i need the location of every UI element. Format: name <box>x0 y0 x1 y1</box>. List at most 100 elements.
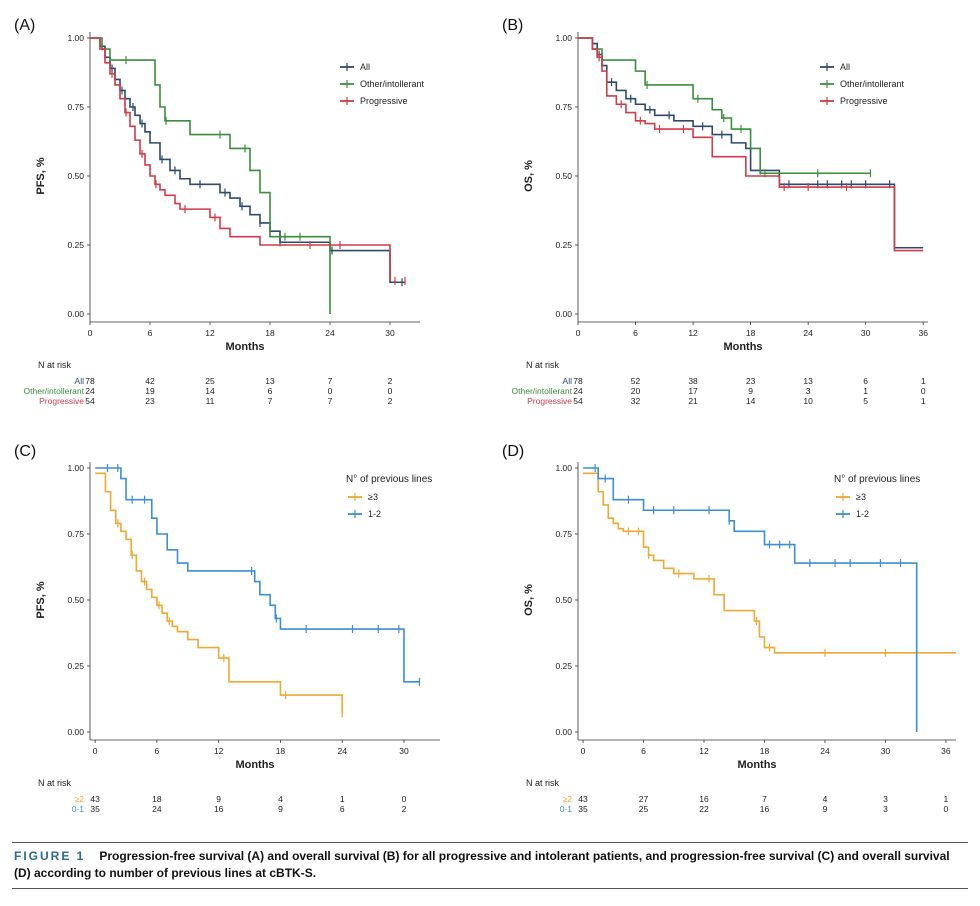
x-tick-label: 30 <box>399 746 409 756</box>
y-axis-label: OS, % <box>523 584 535 616</box>
risk-count: 16 <box>760 804 770 814</box>
x-axis-label: Months <box>235 759 274 771</box>
risk-row-label: ≥2 <box>563 794 573 804</box>
risk-count: 1 <box>340 794 345 804</box>
caption-text: Progression-free survival (A) and overal… <box>14 849 950 880</box>
panel-label: (A) <box>14 17 35 34</box>
risk-count: 7 <box>268 396 273 406</box>
risk-count: 35 <box>90 804 100 814</box>
risk-count: 0 <box>388 386 393 396</box>
series-line-3 <box>90 37 391 281</box>
risk-count: 1 <box>921 396 926 406</box>
risk-count: 9 <box>216 794 221 804</box>
y-tick-label: 0.00 <box>67 727 84 737</box>
risk-count: 7 <box>762 794 767 804</box>
risk-count: 4 <box>278 794 283 804</box>
series-line-1 <box>90 37 405 284</box>
risk-count: 24 <box>85 386 95 396</box>
x-tick-label: 36 <box>941 746 951 756</box>
risk-count: 0 <box>944 804 949 814</box>
legend-entry: 1-2 <box>368 509 381 519</box>
risk-row-label: Other/intollerant <box>24 386 85 396</box>
y-tick-label: 1.00 <box>555 463 572 473</box>
panel-2: (B)0.000.250.500.751.000 6 12 18 24 30 36Month… <box>502 17 928 406</box>
risk-count: 16 <box>699 794 709 804</box>
x-tick-label: 18 <box>265 328 275 338</box>
risk-row-label: Progressive <box>39 396 84 406</box>
risk-count: 78 <box>85 376 95 386</box>
x-tick-label: 30 <box>881 746 891 756</box>
risk-count: 9 <box>748 386 753 396</box>
figure-label: FIGURE 1 <box>14 849 86 863</box>
risk-count: 32 <box>631 396 641 406</box>
x-tick-label: 0 <box>88 328 93 338</box>
risk-count: 0 <box>921 386 926 396</box>
risk-count: 54 <box>85 396 95 406</box>
risk-count: 19 <box>145 386 155 396</box>
risk-count: 7 <box>328 396 333 406</box>
legend-entry: All <box>360 62 370 72</box>
legend-entry: All <box>840 62 850 72</box>
risk-count: 7 <box>328 376 333 386</box>
x-tick-label: 36 <box>918 328 928 338</box>
risk-count: 14 <box>746 396 756 406</box>
y-tick-label: 0.25 <box>67 240 84 250</box>
panel-3: (C)0.000.250.500.751.000 6 12 18 24 30MonthsP… <box>14 443 440 814</box>
risk-count: 9 <box>823 804 828 814</box>
risk-table-title: N at risk <box>38 778 72 788</box>
figure-caption: FIGURE 1 Progression-free survival (A) an… <box>14 848 964 882</box>
legend-entry: Other/intollerant <box>840 79 905 89</box>
risk-count: 42 <box>145 376 155 386</box>
x-tick-label: 24 <box>820 746 830 756</box>
y-axis-label: PFS, % <box>35 157 47 195</box>
risk-count: 18 <box>152 794 162 804</box>
risk-count: 20 <box>631 386 641 396</box>
risk-count: 1 <box>863 386 868 396</box>
x-tick-label: 6 <box>641 746 646 756</box>
x-tick-label: 18 <box>746 328 756 338</box>
risk-count: 5 <box>863 396 868 406</box>
caption-bottom-rule <box>12 888 968 889</box>
series-line-1 <box>583 472 956 654</box>
x-axis-label: Months <box>737 759 776 771</box>
x-tick-label: 0 <box>576 328 581 338</box>
risk-count: 14 <box>205 386 215 396</box>
risk-count: 6 <box>863 376 868 386</box>
legend-entry: Other/intollerant <box>360 79 425 89</box>
risk-count: 27 <box>639 794 649 804</box>
legend-entry: ≥3 <box>856 492 866 502</box>
x-tick-label: 30 <box>385 328 395 338</box>
risk-table-title: N at risk <box>38 360 72 370</box>
panel-label: (D) <box>502 443 524 460</box>
risk-count: 13 <box>803 376 813 386</box>
series-line-2 <box>95 467 420 683</box>
risk-count: 78 <box>573 376 583 386</box>
series-line-2 <box>90 37 331 314</box>
x-tick-label: 0 <box>93 746 98 756</box>
risk-count: 16 <box>214 804 224 814</box>
risk-row-label: ≥2 <box>75 794 85 804</box>
risk-row-label: 0-1 <box>560 804 573 814</box>
risk-count: 43 <box>578 794 588 804</box>
y-tick-label: 0.25 <box>67 661 84 671</box>
risk-count: 35 <box>578 804 588 814</box>
y-tick-label: 0.00 <box>67 309 84 319</box>
x-tick-label: 24 <box>325 328 335 338</box>
legend-entry: Progressive <box>360 96 408 106</box>
x-axis-label: Months <box>723 341 762 353</box>
risk-count: 25 <box>205 376 215 386</box>
x-tick-label: 6 <box>633 328 638 338</box>
risk-count: 1 <box>944 794 949 804</box>
y-tick-label: 0.25 <box>555 240 572 250</box>
y-axis-label: PFS, % <box>35 581 47 619</box>
y-tick-label: 0.50 <box>555 595 572 605</box>
y-tick-label: 0.75 <box>555 529 572 539</box>
series-line-2 <box>578 37 871 175</box>
risk-count: 9 <box>278 804 283 814</box>
legend-entry: 1-2 <box>856 509 869 519</box>
x-tick-label: 24 <box>803 328 813 338</box>
risk-count: 25 <box>639 804 649 814</box>
risk-count: 6 <box>340 804 345 814</box>
x-tick-label: 12 <box>214 746 224 756</box>
caption-top-rule <box>12 842 968 843</box>
